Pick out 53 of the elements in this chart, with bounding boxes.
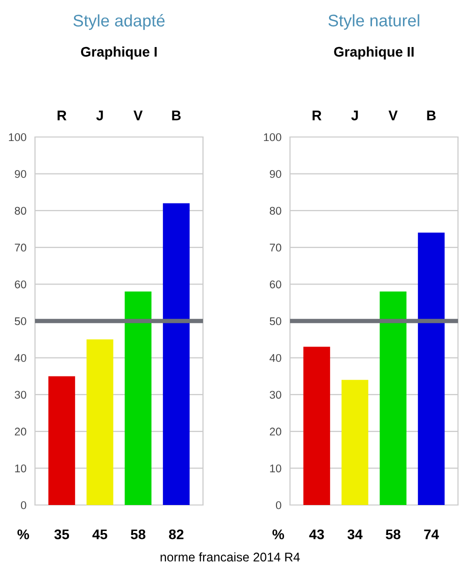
y-tick-label: 0: [20, 501, 26, 510]
data-label: 35: [54, 529, 70, 540]
y-tick-label: 50: [270, 317, 282, 326]
y-tick-label: 90: [270, 170, 282, 178]
y-tick-label: 50: [14, 317, 26, 326]
chart-subtitle: Graphique I: [80, 46, 157, 60]
y-tick-label: 100: [8, 133, 26, 142]
x-tick-label: B: [427, 110, 436, 120]
y-tick-label: 60: [270, 280, 282, 288]
x-tick-label: R: [58, 110, 66, 120]
y-tick-label: 10: [270, 464, 282, 472]
y-tick-label: 60: [14, 280, 26, 288]
x-tick-label: J: [96, 110, 103, 120]
text: %: [272, 529, 284, 540]
y-tick-label: 80: [270, 206, 282, 215]
y-tick-label: 80: [14, 206, 26, 215]
text: norme francaise 2014 R4: [160, 552, 300, 562]
y-tick-label: 90: [14, 170, 26, 178]
x-tick-label: V: [134, 110, 143, 120]
y-tick-label: 30: [14, 390, 26, 399]
chart-title: Style naturel: [328, 14, 420, 30]
data-label: 58: [130, 529, 146, 540]
bar: [418, 232, 445, 505]
bar: [342, 380, 368, 505]
text: %: [17, 529, 30, 540]
x-tick-label: J: [351, 110, 358, 120]
data-label: 58: [386, 529, 400, 540]
bar: [86, 339, 114, 505]
bar: [48, 376, 76, 505]
data-label: 82: [168, 529, 184, 540]
y-tick-label: 10: [15, 464, 26, 472]
bar: [162, 203, 190, 505]
y-tick-label: 30: [270, 390, 282, 399]
bar: [380, 292, 406, 505]
chart-title: Style adapté: [73, 14, 165, 30]
y-tick-label: 70: [270, 244, 282, 252]
data-label: 34: [348, 529, 363, 540]
y-tick-label: 70: [14, 244, 26, 252]
y-tick-label: 100: [264, 133, 282, 142]
data-label: 45: [92, 530, 108, 540]
bar: [303, 346, 330, 505]
data-label: 74: [424, 530, 439, 540]
x-tick-label: V: [388, 110, 398, 120]
x-tick-label: B: [172, 110, 181, 120]
y-tick-label: 20: [270, 428, 282, 436]
y-tick-label: 40: [14, 354, 26, 362]
y-tick-label: 0: [276, 501, 282, 510]
x-tick-label: R: [312, 110, 322, 120]
data-label: 43: [309, 529, 324, 540]
y-tick-label: 40: [270, 354, 282, 362]
y-tick-label: 20: [14, 428, 26, 436]
chart-subtitle: Graphique II: [334, 46, 414, 60]
bar: [124, 292, 152, 505]
